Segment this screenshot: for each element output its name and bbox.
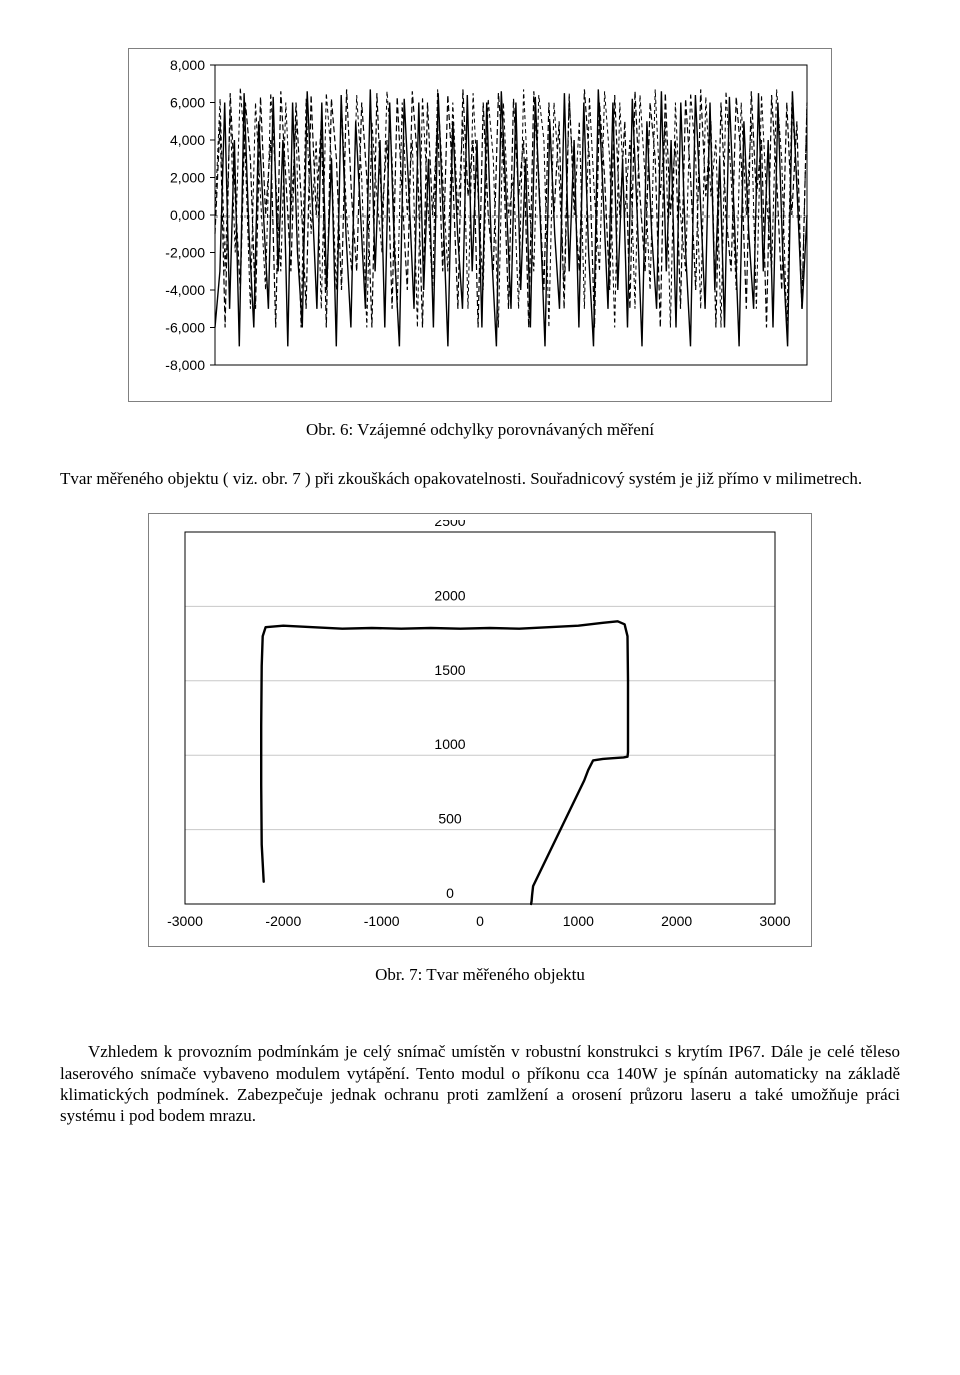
chart1-caption: Obr. 6: Vzájemné odchylky porovnávaných … [60, 420, 900, 440]
paragraph-1: Tvar měřeného objektu ( viz. obr. 7 ) př… [60, 468, 900, 489]
svg-text:-1000: -1000 [364, 913, 400, 929]
svg-text:0,000: 0,000 [170, 207, 205, 223]
svg-text:-6,000: -6,000 [165, 320, 205, 336]
svg-text:2500: 2500 [434, 520, 465, 529]
svg-text:4,000: 4,000 [170, 132, 205, 148]
svg-text:6,000: 6,000 [170, 95, 205, 111]
chart1-frame: 8,000 6,000 4,000 2,000 0,000 -2,000 -4,000 -6,… [128, 48, 832, 402]
svg-text:3000: 3000 [759, 913, 790, 929]
svg-text:2000: 2000 [661, 913, 692, 929]
paragraph-2: Vzhledem k provozním podmínkám je celý s… [60, 1041, 900, 1126]
svg-text:-2000: -2000 [265, 913, 301, 929]
svg-text:0: 0 [476, 913, 484, 929]
svg-text:-4,000: -4,000 [165, 282, 205, 298]
svg-text:2000: 2000 [434, 588, 465, 604]
svg-text:1000: 1000 [563, 913, 594, 929]
chart2: 2500 2000 1500 1000 500 0 -3000 -2000 -1000 0 1000… [155, 520, 805, 940]
svg-text:-8,000: -8,000 [165, 357, 205, 373]
svg-text:-2,000: -2,000 [165, 245, 205, 261]
svg-text:-3000: -3000 [167, 913, 203, 929]
chart2-caption: Obr. 7: Tvar měřeného objektu [60, 965, 900, 985]
svg-text:1500: 1500 [434, 662, 465, 678]
svg-text:2,000: 2,000 [170, 170, 205, 186]
svg-text:0: 0 [446, 885, 454, 901]
svg-text:8,000: 8,000 [170, 57, 205, 73]
chart2-frame: 2500 2000 1500 1000 500 0 -3000 -2000 -1000 0 1000… [148, 513, 812, 947]
svg-text:500: 500 [438, 811, 462, 827]
svg-text:1000: 1000 [434, 736, 465, 752]
chart1: 8,000 6,000 4,000 2,000 0,000 -2,000 -4,000 -6,… [135, 55, 825, 395]
